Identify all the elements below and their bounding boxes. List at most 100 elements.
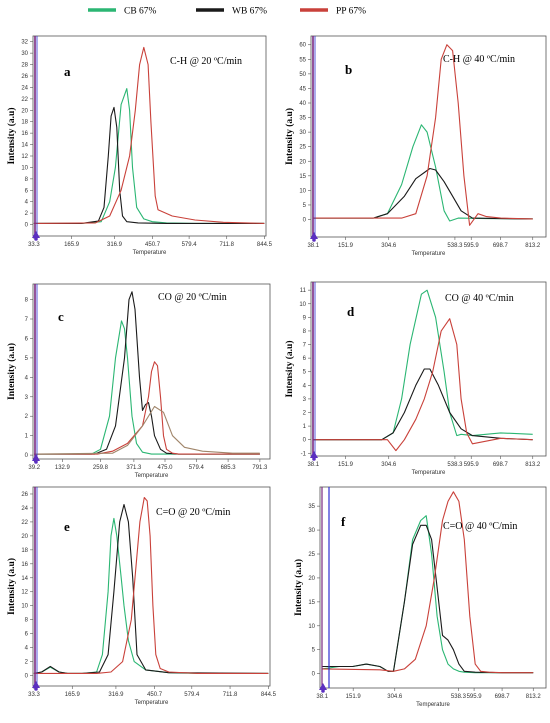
panel-d: -1 0 1 2 3 4 5 6 7 8 9 10 11 38.1 151.9 304.6 538.3 595.9… bbox=[275, 270, 550, 476]
y-tick-label: 0 bbox=[25, 674, 29, 680]
series-line-3 bbox=[34, 405, 260, 455]
x-tick-label: 151.9 bbox=[338, 462, 354, 468]
y-tick-label: 26 bbox=[21, 74, 28, 80]
x-tick-label: 698.7 bbox=[493, 243, 509, 249]
cursor-dot-icon bbox=[34, 687, 38, 691]
x-tick-label: 579.4 bbox=[184, 692, 200, 698]
series-line-1 bbox=[322, 524, 534, 674]
x-tick-label: 595.9 bbox=[464, 462, 480, 468]
series-line-2 bbox=[33, 46, 265, 224]
cursor-markers bbox=[32, 284, 40, 464]
y-tick-label: 3 bbox=[303, 397, 307, 403]
y-tick-label: 30 bbox=[21, 51, 28, 57]
y-tick-label: 32 bbox=[21, 40, 28, 46]
series-line-1 bbox=[33, 106, 265, 224]
x-axis-title: Temperature bbox=[412, 470, 446, 476]
y-axis-title: Intensity (a.u) bbox=[284, 108, 295, 165]
y-tick-label: 14 bbox=[21, 143, 28, 149]
x-axis: 33.3 165.9 316.9 450.7 579.4 711.8 844.5 bbox=[28, 686, 277, 698]
y-tick-label: 22 bbox=[21, 97, 28, 103]
y-tick-label: 6 bbox=[25, 336, 29, 342]
x-axis: 38.1 151.9 304.6 538.3 595.9 698.7 813.2 bbox=[316, 688, 541, 700]
chart-d: -1 0 1 2 3 4 5 6 7 8 9 10 11 38.1 151.9 304.6 538.3 595.9… bbox=[284, 281, 547, 476]
series-line-0 bbox=[33, 88, 265, 224]
x-tick-label: 711.8 bbox=[223, 692, 238, 698]
series-line-2 bbox=[313, 318, 533, 452]
panel-letter: d bbox=[347, 304, 355, 319]
panel-title: C-H @ 40 ºC/min bbox=[443, 54, 515, 65]
series-line-1 bbox=[313, 368, 533, 441]
y-axis-title: Intensity (a.u) bbox=[6, 343, 17, 400]
y-tick-label: 7 bbox=[25, 317, 29, 323]
cursor-markers bbox=[32, 487, 40, 691]
y-tick-label: 8 bbox=[25, 177, 29, 183]
y-tick-label: 25 bbox=[299, 145, 306, 151]
x-tick-label: 38.1 bbox=[316, 694, 328, 700]
y-axis: 0 5 10 15 20 25 30 35 bbox=[308, 504, 320, 678]
y-axis: 0 5 10 15 20 25 30 35 40 45 50 55 60 bbox=[299, 43, 311, 224]
plot-frame bbox=[32, 486, 271, 687]
x-tick-label: 844.5 bbox=[257, 242, 273, 248]
y-tick-label: 20 bbox=[299, 159, 306, 165]
y-tick-label: 7 bbox=[303, 343, 307, 349]
panel-title: CO @ 20 ºC/min bbox=[158, 292, 227, 303]
series-line-2 bbox=[34, 361, 260, 455]
x-tick-label: 813.2 bbox=[525, 462, 541, 468]
y-tick-label: 10 bbox=[21, 604, 28, 610]
cursor-markers bbox=[319, 487, 330, 693]
y-tick-label: 18 bbox=[21, 548, 28, 554]
x-axis: 33.3 165.9 316.9 450.7 579.4 711.8 844.5 bbox=[28, 236, 273, 248]
x-tick-label: 698.7 bbox=[495, 694, 511, 700]
y-tick-label: 12 bbox=[21, 590, 28, 596]
y-tick-label: 30 bbox=[308, 528, 315, 534]
y-tick-label: 12 bbox=[21, 154, 28, 160]
y-tick-label: 50 bbox=[299, 72, 306, 78]
y-tick-label: 20 bbox=[21, 108, 28, 114]
series-line-1 bbox=[313, 167, 533, 220]
y-tick-label: 8 bbox=[25, 618, 29, 624]
panel-title: CO @ 40 ºC/min bbox=[445, 293, 514, 304]
x-tick-label: 259.8 bbox=[93, 465, 109, 471]
y-tick-label: 9 bbox=[303, 315, 307, 321]
y-tick-label: 15 bbox=[308, 600, 315, 606]
x-tick-label: 165.9 bbox=[64, 242, 80, 248]
y-tick-label: 40 bbox=[299, 101, 306, 107]
y-axis-title: Intensity (a.u) bbox=[6, 107, 17, 164]
y-tick-label: 11 bbox=[300, 288, 307, 294]
y-axis-title: Intensity (a.u) bbox=[293, 559, 304, 616]
series-line-0 bbox=[34, 320, 260, 455]
x-tick-label: 316.9 bbox=[107, 242, 123, 248]
panel-letter: c bbox=[58, 309, 64, 324]
y-tick-label: 16 bbox=[21, 562, 28, 568]
y-tick-label: 16 bbox=[21, 131, 28, 137]
y-tick-label: 60 bbox=[299, 43, 306, 49]
x-axis-title: Temperature bbox=[133, 250, 167, 256]
x-axis-title: Temperature bbox=[135, 700, 169, 706]
series-group bbox=[34, 291, 260, 455]
series-group bbox=[313, 289, 533, 452]
y-tick-label: 0 bbox=[303, 438, 307, 444]
y-tick-label: 6 bbox=[303, 356, 307, 362]
panel-letter: f bbox=[341, 514, 346, 529]
y-tick-label: 35 bbox=[299, 116, 306, 122]
y-tick-label: 0 bbox=[303, 218, 307, 224]
x-tick-label: 39.2 bbox=[28, 465, 40, 471]
legend-label-2: PP 67% bbox=[336, 7, 366, 17]
series-group bbox=[33, 46, 265, 224]
panel-title: C=O @ 20 ºC/min bbox=[156, 507, 230, 518]
y-tick-label: 5 bbox=[25, 356, 29, 362]
series-line-2 bbox=[33, 496, 269, 674]
y-tick-label: 26 bbox=[21, 492, 28, 498]
x-tick-label: 151.9 bbox=[346, 694, 362, 700]
panel-letter: b bbox=[345, 62, 352, 77]
x-tick-label: 132.9 bbox=[55, 465, 71, 471]
x-tick-label: 538.3 bbox=[447, 243, 463, 249]
series-group bbox=[33, 496, 269, 674]
chart-b: 0 5 10 15 20 25 30 35 40 45 50 55 60 38.1 151.9 304.6 53… bbox=[284, 35, 547, 257]
series-line-1 bbox=[33, 503, 269, 674]
chart-c: 0 1 2 3 4 5 6 7 8 39.2 132.9 259.8 371.3 475.0 579.4 68… bbox=[6, 283, 271, 479]
y-tick-label: 10 bbox=[308, 624, 315, 630]
y-tick-label: 10 bbox=[299, 302, 306, 308]
legend-svg: CB 67% WB 67% PP 67% bbox=[88, 7, 366, 17]
cursor-arrow-icon bbox=[310, 232, 318, 239]
